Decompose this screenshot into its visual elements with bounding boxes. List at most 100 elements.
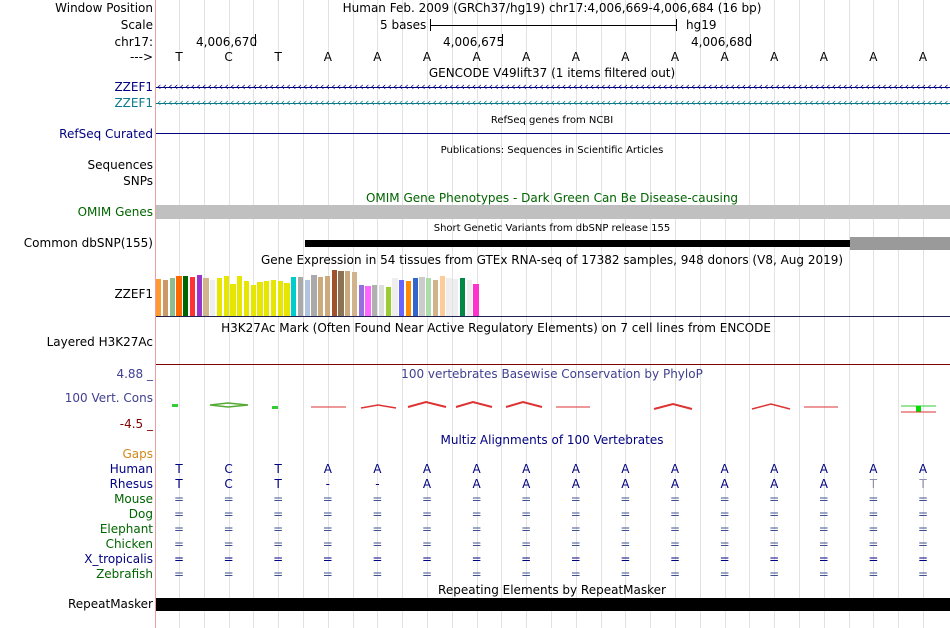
gtex-tissue-bar[interactable] xyxy=(270,280,276,316)
gtex-tissue-bar[interactable] xyxy=(459,278,465,316)
human-base: A xyxy=(918,462,928,476)
aligned-symbol: = xyxy=(372,522,383,536)
gtex-tissue-bar[interactable] xyxy=(466,280,472,316)
refseq-gene-line[interactable] xyxy=(156,133,950,134)
gtex-tissue-bar[interactable] xyxy=(257,282,263,316)
gencode-track-label-2[interactable]: ZZEF1 xyxy=(114,96,153,110)
gtex-tissue-bar[interactable] xyxy=(203,278,209,316)
grid-line xyxy=(799,0,800,628)
gtex-tissue-bar[interactable] xyxy=(318,277,324,316)
aligned-symbol: = xyxy=(917,522,929,536)
gtex-tissue-bar[interactable] xyxy=(439,276,445,316)
gtex-tissue-bar[interactable] xyxy=(432,280,438,316)
repeatmasker-track-label[interactable]: RepeatMasker xyxy=(67,597,153,611)
gtex-tissue-bar[interactable] xyxy=(169,278,175,316)
gtex-tissue-bar[interactable] xyxy=(405,281,411,316)
snp-variant-bar[interactable] xyxy=(305,240,950,247)
species-xtropicalis-label[interactable]: X_tropicalis xyxy=(84,552,153,566)
rhesus-base: A xyxy=(571,477,580,491)
gtex-tissue-bar[interactable] xyxy=(358,285,364,316)
h3k27ac-track-label[interactable]: Layered H3K27Ac xyxy=(46,335,153,349)
refseq-track-label[interactable]: RefSeq Curated xyxy=(59,127,153,141)
gtex-gene-label[interactable]: ZZEF1 xyxy=(114,287,153,301)
common-snp-track-label[interactable]: Common dbSNP(155) xyxy=(23,236,153,250)
aligned-symbol: = xyxy=(372,567,383,581)
gtex-tissue-bar[interactable] xyxy=(399,280,405,316)
species-rhesus-label[interactable]: Rhesus xyxy=(109,477,153,491)
species-chicken-label[interactable]: Chicken xyxy=(105,537,153,551)
assembly-position-title: Human Feb. 2009 (GRCh37/hg19) chr17:4,00… xyxy=(342,1,762,15)
gtex-tissue-bar[interactable] xyxy=(378,285,384,316)
gtex-tissue-bar[interactable] xyxy=(216,278,222,316)
gtex-tissue-bar[interactable] xyxy=(345,271,351,316)
rhesus-base: T xyxy=(869,477,878,491)
grid-line xyxy=(774,0,775,628)
human-base: A xyxy=(819,462,828,476)
gtex-tissue-bar[interactable] xyxy=(156,279,162,316)
gtex-tissue-bar[interactable] xyxy=(291,277,297,316)
gtex-tissue-bar[interactable] xyxy=(385,287,391,316)
species-human-label[interactable]: Human xyxy=(109,462,153,476)
gtex-tissue-bar[interactable] xyxy=(183,276,189,316)
gtex-tissue-bar[interactable] xyxy=(338,271,344,316)
snps-track-label[interactable]: SNPs xyxy=(123,174,153,188)
aligned-symbol: = xyxy=(570,522,581,536)
gtex-tissue-bar[interactable] xyxy=(176,276,182,316)
phylop-bar-1 xyxy=(172,404,178,407)
gtex-tissue-bar[interactable] xyxy=(412,278,418,316)
gtex-tissue-bar[interactable] xyxy=(230,284,236,316)
gtex-tissue-bar[interactable] xyxy=(365,286,371,316)
gtex-tissue-bar[interactable] xyxy=(264,281,270,316)
sequences-track-label[interactable]: Sequences xyxy=(87,158,153,172)
gtex-tissue-bar[interactable] xyxy=(162,280,168,316)
gtex-tissue-bar[interactable] xyxy=(237,276,243,316)
gtex-tissue-bar[interactable] xyxy=(446,278,452,316)
gtex-tissue-bar[interactable] xyxy=(243,281,249,316)
repeatmasker-element-bar[interactable] xyxy=(156,598,950,611)
gtex-tissue-bar[interactable] xyxy=(419,277,425,316)
grid-line xyxy=(452,0,453,628)
species-zebrafish-label[interactable]: Zebrafish xyxy=(96,567,153,581)
gtex-tissue-bar[interactable] xyxy=(331,270,337,316)
cons-max-label: 4.88 _ xyxy=(116,367,153,381)
gtex-tissue-bar[interactable] xyxy=(426,278,432,316)
gtex-tissue-bar[interactable] xyxy=(297,277,303,316)
gtex-tissue-bar[interactable] xyxy=(223,276,229,316)
base-letter: C xyxy=(224,50,233,64)
gtex-tissue-bar[interactable] xyxy=(250,285,256,316)
scale-bar-right-cap xyxy=(676,19,677,31)
gtex-tissue-bar[interactable] xyxy=(372,285,378,316)
gtex-tissue-bar[interactable] xyxy=(196,275,202,316)
gtex-tissue-bar[interactable] xyxy=(189,277,195,316)
gtex-tissue-bar[interactable] xyxy=(304,280,310,316)
aligned-symbol: = xyxy=(273,537,284,551)
gtex-tissue-bar[interactable] xyxy=(392,278,398,316)
gtex-tissue-bar[interactable] xyxy=(324,276,330,316)
rhesus-base: T xyxy=(919,477,927,491)
gtex-tissue-bar[interactable] xyxy=(277,281,283,316)
species-mouse-label[interactable]: Mouse xyxy=(114,492,153,506)
aligned-symbol: = xyxy=(471,507,482,521)
snp-variant-bar-gray[interactable] xyxy=(850,237,950,250)
gtex-tissue-bar[interactable] xyxy=(210,280,216,316)
aligned-symbol: = xyxy=(521,537,532,551)
scale-text: 5 bases xyxy=(380,18,427,32)
window-position-label: Window Position xyxy=(55,1,153,15)
gtex-tissue-bar[interactable] xyxy=(284,283,290,316)
omim-gene-bar[interactable] xyxy=(156,205,950,219)
browser-track-image[interactable]: Human Feb. 2009 (GRCh37/hg19) chr17:4,00… xyxy=(156,0,950,628)
cons-track-label[interactable]: 100 Vert. Cons xyxy=(64,391,153,405)
species-elephant-label[interactable]: Elephant xyxy=(99,522,153,536)
gtex-tissue-bar[interactable] xyxy=(311,275,317,316)
gtex-tissue-bar[interactable] xyxy=(473,284,479,316)
gencode-track-label[interactable]: ZZEF1 xyxy=(114,80,153,94)
gtex-bar-chart[interactable] xyxy=(156,268,556,316)
aligned-symbol: = xyxy=(471,492,482,506)
phylop-conservation-plot[interactable] xyxy=(156,395,950,417)
aligned-symbol: = xyxy=(521,567,532,581)
base-letter: A xyxy=(720,50,729,64)
gtex-tissue-bar[interactable] xyxy=(351,272,357,316)
species-dog-label[interactable]: Dog xyxy=(128,507,153,521)
gtex-tissue-bar[interactable] xyxy=(453,279,459,316)
omim-track-label[interactable]: OMIM Genes xyxy=(77,205,153,219)
